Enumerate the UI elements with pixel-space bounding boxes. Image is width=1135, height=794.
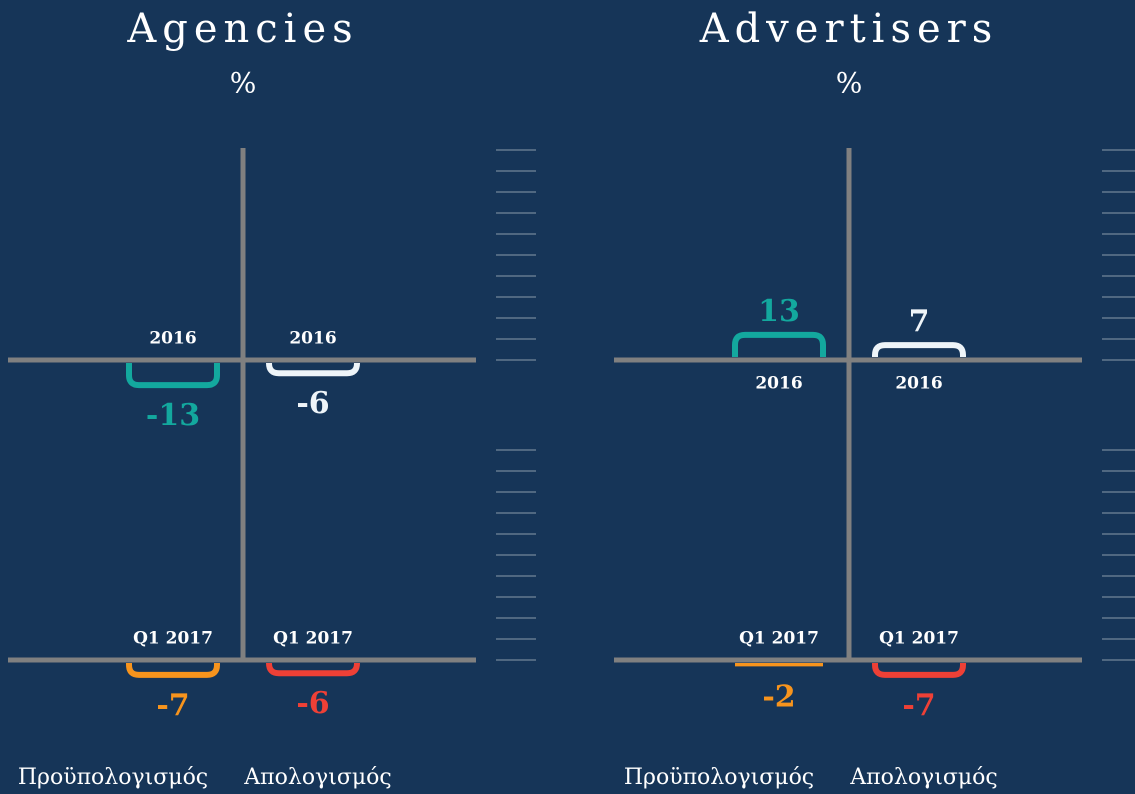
- panel-title: Agencies: [126, 6, 358, 52]
- bar: [266, 360, 360, 377]
- value-label: -6: [296, 686, 329, 721]
- bar: [872, 661, 966, 678]
- period-label: 2016: [895, 374, 942, 394]
- value-label: 13: [758, 294, 800, 329]
- bar: [872, 342, 966, 359]
- bar: [126, 661, 220, 678]
- value-label: -7: [156, 688, 189, 723]
- category-label: Απολογισμός: [849, 765, 997, 790]
- category-label: Προϋπολογισμός: [18, 765, 208, 790]
- period-label: Q1 2017: [133, 629, 213, 649]
- period-label: 2016: [149, 329, 196, 349]
- period-label: 2016: [755, 374, 802, 394]
- panel-title: Advertisers: [699, 6, 999, 52]
- value-label: -7: [902, 688, 935, 723]
- bar: [735, 663, 823, 667]
- period-label: Q1 2017: [879, 629, 959, 649]
- period-label: 2016: [289, 329, 336, 349]
- value-label: -6: [296, 386, 329, 421]
- value-label: 7: [909, 304, 930, 339]
- value-label: -2: [762, 679, 795, 714]
- panel-subtitle: %: [836, 67, 863, 100]
- value-label: -13: [146, 398, 200, 433]
- bar: [266, 660, 360, 677]
- period-label: Q1 2017: [273, 629, 353, 649]
- bar: [126, 363, 220, 389]
- panel-subtitle: %: [230, 67, 257, 100]
- period-label: Q1 2017: [739, 629, 819, 649]
- category-label: Απολογισμός: [243, 765, 391, 790]
- category-label: Προϋπολογισμός: [624, 765, 814, 790]
- bar: [732, 331, 826, 357]
